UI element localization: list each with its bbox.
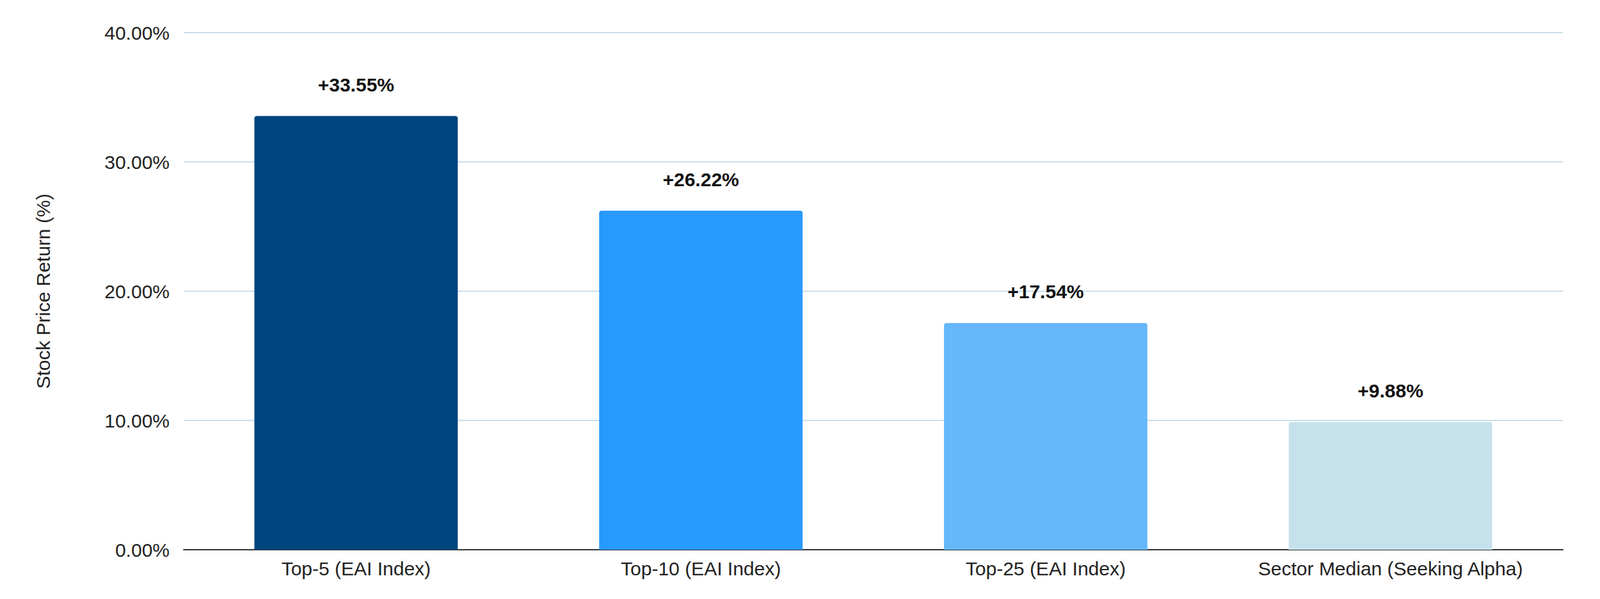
svg-text:Stock Price Return (%): Stock Price Return (%) [32,193,54,389]
svg-text:Top-10 (EAI Index): Top-10 (EAI Index) [620,558,781,580]
svg-text:0.00%: 0.00% [115,539,170,561]
svg-text:+33.55%: +33.55% [318,74,395,96]
svg-text:30.00%: 30.00% [104,151,170,173]
svg-text:+26.22%: +26.22% [662,168,739,191]
svg-text:+17.54%: +17.54% [1007,280,1084,303]
svg-text:Sector Median (Seeking Alpha): Sector Median (Seeking Alpha) [1258,558,1524,580]
svg-text:Top-5 (EAI Index): Top-5 (EAI Index) [281,558,431,580]
svg-text:40.00%: 40.00% [104,22,170,44]
svg-text:10.00%: 10.00% [104,410,170,432]
svg-text:20.00%: 20.00% [104,280,170,303]
svg-text:+9.88%: +9.88% [1357,380,1424,402]
svg-text:Top-25 (EAI Index): Top-25 (EAI Index) [965,558,1126,580]
